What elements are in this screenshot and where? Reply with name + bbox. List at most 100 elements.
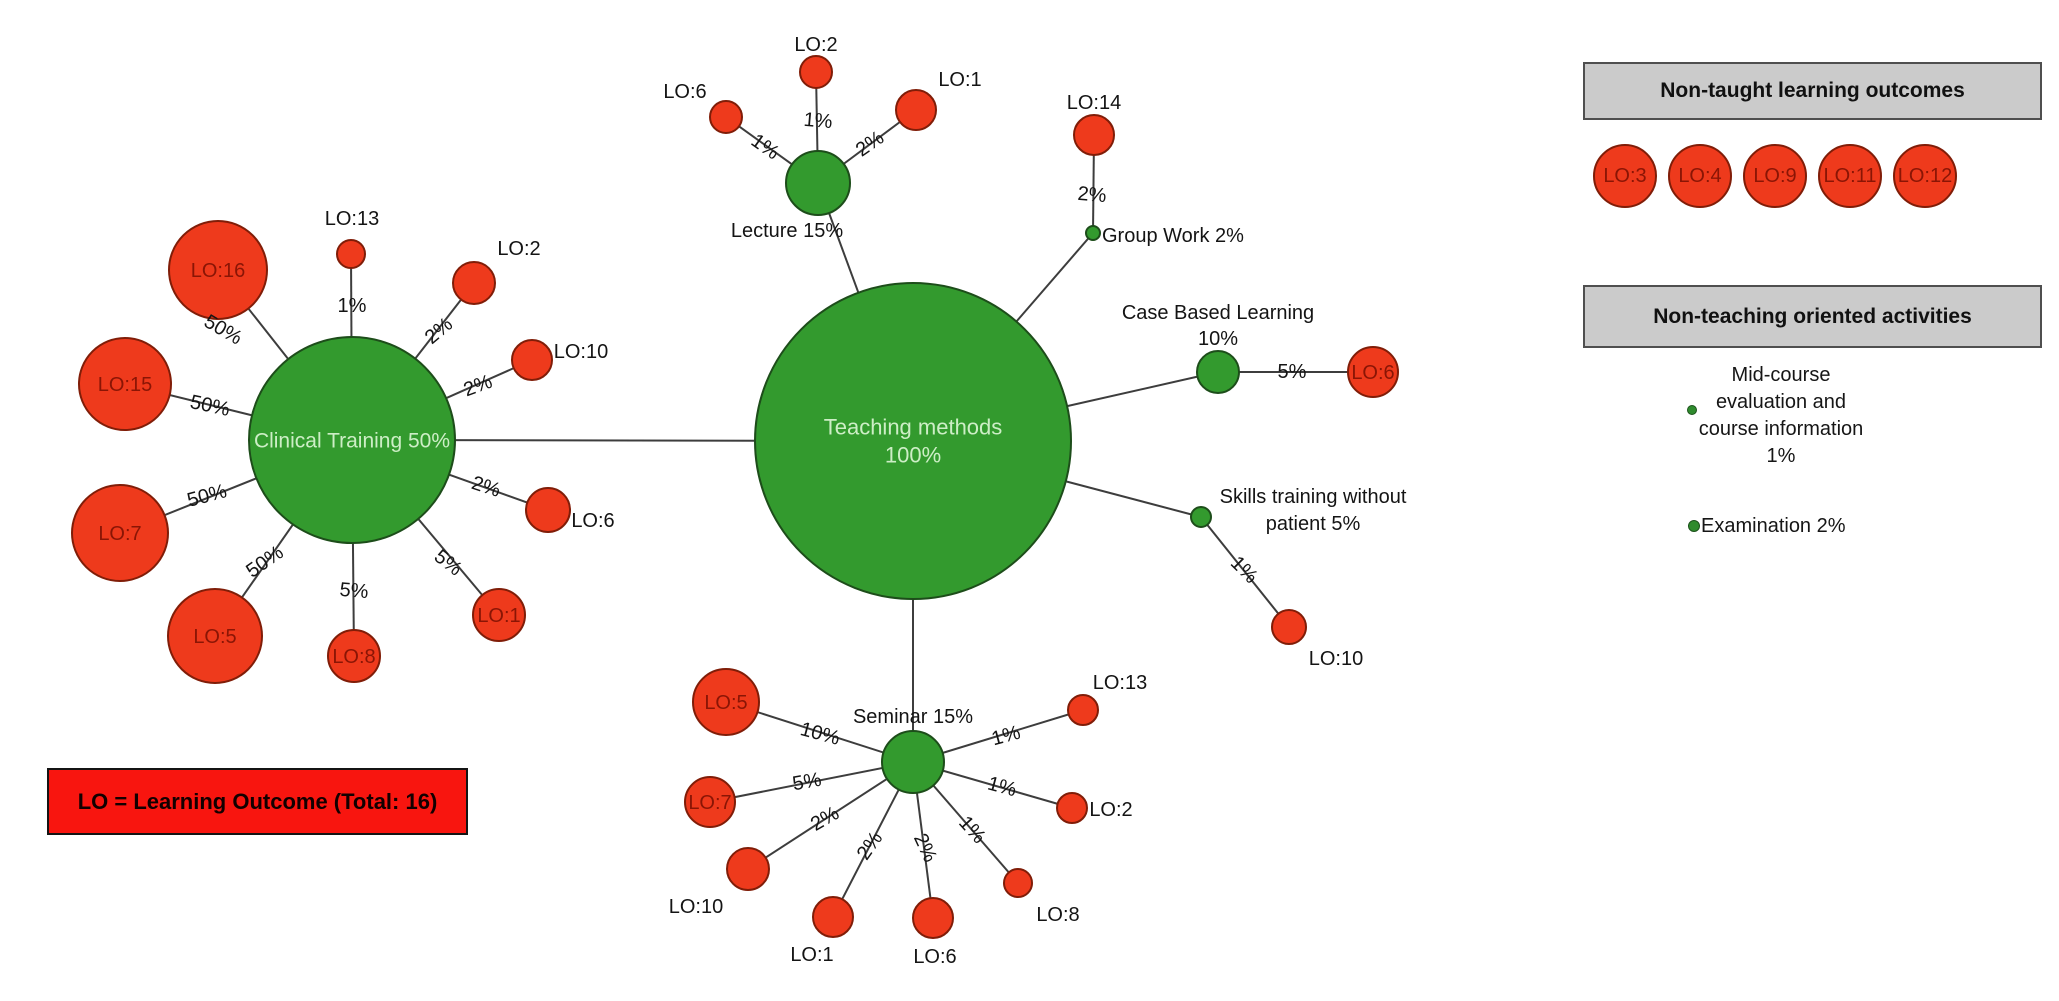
node-teaching-circle xyxy=(754,282,1072,600)
node-group-label: Group Work 2% xyxy=(1102,225,1244,247)
node-se1-circle xyxy=(812,896,854,938)
node-se13-label: LO:13 xyxy=(1093,672,1147,694)
node-group-circle xyxy=(1085,225,1101,241)
non-taught-outcome-lo-11: LO:11 xyxy=(1818,144,1882,208)
edge-clinical-c6-percent: 2% xyxy=(469,472,503,502)
node-se13-circle xyxy=(1067,694,1099,726)
node-case-circle xyxy=(1196,350,1240,394)
legend-box: LO = Learning Outcome (Total: 16) xyxy=(47,768,468,835)
node-cb6-label: LO:6 xyxy=(1351,362,1394,384)
node-se5-label: LO:5 xyxy=(704,692,747,714)
node-g14-label: LO:14 xyxy=(1067,92,1121,114)
node-cb6-circle xyxy=(1347,346,1399,398)
node-c2-circle xyxy=(452,261,496,305)
edge-skills-s10 xyxy=(1200,516,1290,628)
non-taught-outcome-lo-12: LO:12 xyxy=(1893,144,1957,208)
node-se8-circle xyxy=(1003,868,1033,898)
edge-seminar-se7 xyxy=(709,761,914,803)
node-se2-circle xyxy=(1056,792,1088,824)
node-c5-label: LO:5 xyxy=(193,626,236,648)
node-l2-circle xyxy=(799,55,833,89)
edge-lecture-l1-percent: 2% xyxy=(852,127,888,162)
edge-clinical-c8-percent: 5% xyxy=(339,579,370,603)
examination-label: Examination 2% xyxy=(1701,515,1846,537)
edge-clinical-c10-percent: 2% xyxy=(461,371,496,402)
edge-seminar-se6-percent: 2% xyxy=(909,830,941,866)
node-c7-label: LO:7 xyxy=(98,523,141,545)
node-lecture-label: Lecture 15% xyxy=(731,220,844,242)
mid-course-evaluation-dot-icon xyxy=(1687,405,1697,415)
node-c1-circle xyxy=(472,588,526,642)
node-clinical-circle xyxy=(248,336,456,544)
node-l1-label: LO:1 xyxy=(938,69,981,91)
edge-clinical-c16-percent: 50% xyxy=(200,310,246,349)
mid-course-evaluation-label: Mid-course evaluation and course informa… xyxy=(1698,364,1864,467)
node-c8-label: LO:8 xyxy=(332,646,375,668)
node-c10-circle xyxy=(511,339,553,381)
node-c1-label: LO:1 xyxy=(477,605,520,627)
edge-skills-s10-percent: 1% xyxy=(1226,552,1262,588)
edge-seminar-se7-percent: 5% xyxy=(791,769,824,796)
edge-seminar-se10 xyxy=(747,761,914,870)
node-c16-circle xyxy=(168,220,268,320)
non-taught-outcome-lo-3: LO:3 xyxy=(1593,144,1657,208)
node-l6-circle xyxy=(709,100,743,134)
non-taught-outcomes-row: LO:3 LO:4 LO:9 LO:11 LO:12 xyxy=(1593,144,1957,210)
node-teaching-label: Teaching methods 100% xyxy=(824,415,1003,468)
node-lecture-circle xyxy=(785,150,851,216)
node-l2-label: LO:2 xyxy=(794,34,837,56)
node-se1-label: LO:1 xyxy=(790,944,833,966)
node-se6-circle xyxy=(912,897,954,939)
node-c6-label: LO:6 xyxy=(571,510,614,532)
node-c5-circle xyxy=(167,588,263,684)
edge-group-g14-percent: 2% xyxy=(1077,183,1108,207)
node-l6-label: LO:6 xyxy=(663,81,706,103)
non-taught-outcomes-header: Non-taught learning outcomes xyxy=(1583,62,2042,120)
node-c13-circle xyxy=(336,239,366,269)
node-c15-circle xyxy=(78,337,172,431)
node-c10-label: LO:10 xyxy=(554,341,608,363)
edge-seminar-se10-percent: 2% xyxy=(807,802,843,836)
node-se7-label: LO:7 xyxy=(688,792,731,814)
node-se6-label: LO:6 xyxy=(913,946,956,968)
node-clinical-label: Clinical Training 50% xyxy=(254,429,450,452)
node-c6-circle xyxy=(525,487,571,533)
node-se10-label: LO:10 xyxy=(669,896,723,918)
non-taught-outcome-lo-4: LO:4 xyxy=(1668,144,1732,208)
node-s10-label: LO:10 xyxy=(1309,648,1363,670)
node-g14-circle xyxy=(1073,114,1115,156)
node-c2-label: LO:2 xyxy=(497,238,540,260)
node-se2-label: LO:2 xyxy=(1089,799,1132,821)
node-se5-circle xyxy=(692,668,760,736)
edge-clinical-c5-percent: 50% xyxy=(242,541,288,582)
examination-dot-icon xyxy=(1688,520,1700,532)
edge-clinical-c7-percent: 50% xyxy=(185,480,230,512)
node-l1-circle xyxy=(895,89,937,131)
edge-clinical-c15-percent: 50% xyxy=(188,391,232,421)
node-c13-label: LO:13 xyxy=(325,208,379,230)
node-se10-circle xyxy=(726,847,770,891)
edge-lecture-l2-percent: 1% xyxy=(803,109,834,133)
edge-seminar-se5-percent: 10% xyxy=(798,718,843,750)
node-skills-label: Skills training without patient 5% xyxy=(1220,486,1407,535)
edge-seminar-se13-percent: 1% xyxy=(989,722,1023,751)
edge-seminar-se1-percent: 2% xyxy=(853,828,888,864)
node-case-label: Case Based Learning 10% xyxy=(1122,302,1314,350)
edge-seminar-se8-percent: 1% xyxy=(954,812,990,848)
edge-seminar-se2-percent: 1% xyxy=(985,773,1019,802)
node-skills-circle xyxy=(1190,506,1212,528)
node-c16-label: LO:16 xyxy=(191,260,245,282)
node-seminar-circle xyxy=(881,730,945,794)
node-c8-circle xyxy=(327,629,381,683)
edge-clinical-c13-percent: 1% xyxy=(338,295,367,317)
edge-clinical-c1-percent: 5% xyxy=(430,545,466,580)
node-se8-label: LO:8 xyxy=(1036,904,1079,926)
edge-case-cb6-percent: 5% xyxy=(1278,361,1307,383)
node-s10-circle xyxy=(1271,609,1307,645)
node-c7-circle xyxy=(71,484,169,582)
non-teaching-activities-header: Non-teaching oriented activities xyxy=(1583,285,2042,348)
non-taught-outcome-lo-9: LO:9 xyxy=(1743,144,1807,208)
node-seminar-label: Seminar 15% xyxy=(853,706,973,728)
